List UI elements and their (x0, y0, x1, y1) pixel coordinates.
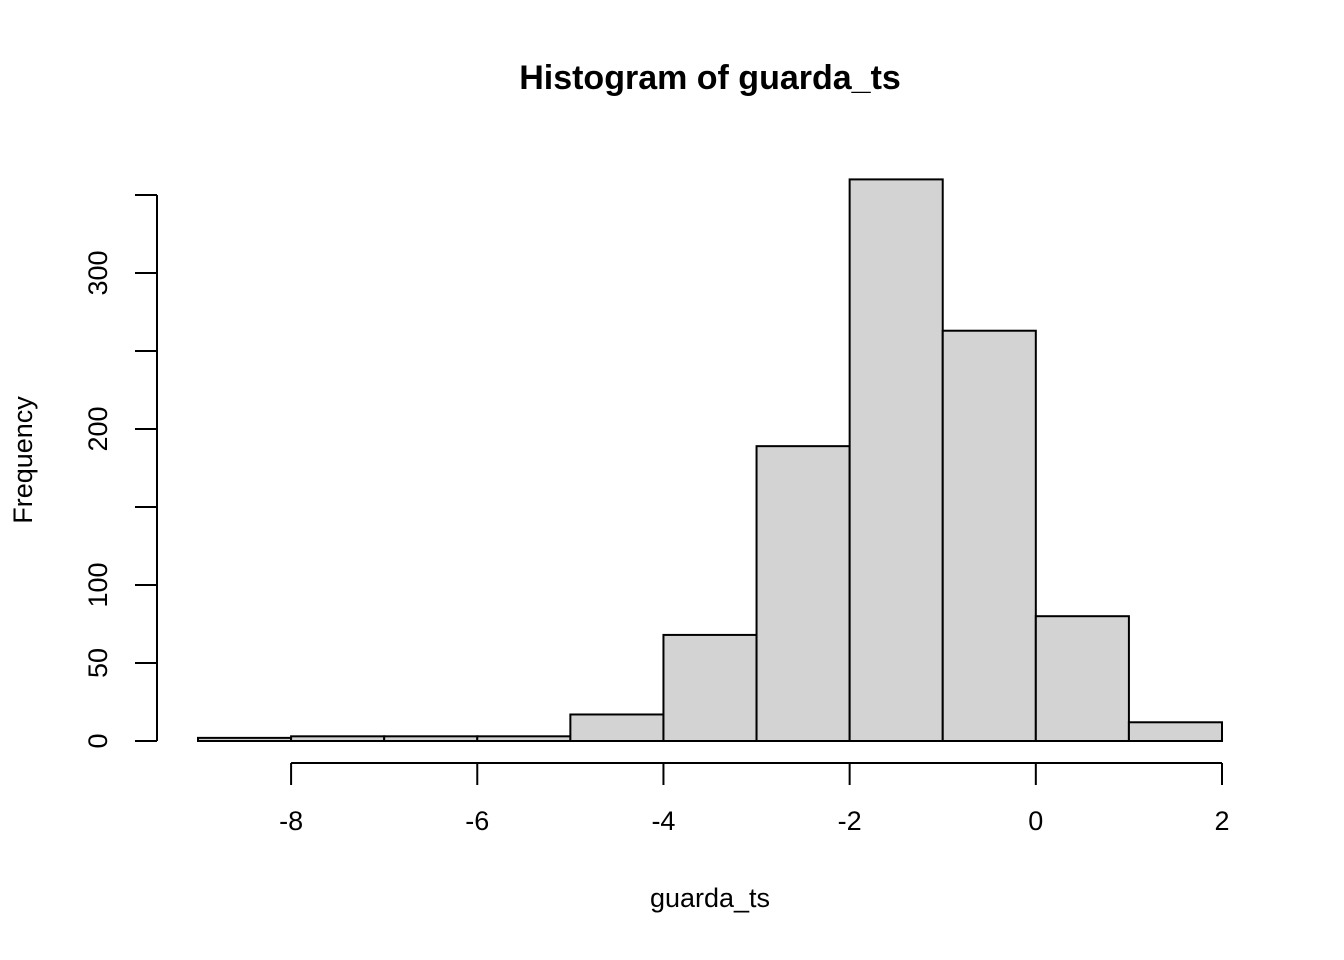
y-tick-label: 0 (83, 733, 113, 748)
x-tick-label: 2 (1214, 806, 1229, 836)
bar (383, 735, 479, 743)
bar (1034, 615, 1130, 743)
x-tick-label: -4 (651, 806, 675, 836)
y-tick-label: 50 (83, 648, 113, 678)
bar (755, 445, 851, 742)
bar (290, 735, 386, 743)
x-tick-label: -8 (279, 806, 303, 836)
bar (662, 633, 758, 742)
bar (476, 735, 572, 743)
bar (197, 736, 293, 743)
y-tick-label: 300 (83, 250, 113, 295)
bar (941, 329, 1037, 742)
chart-title: Histogram of guarda_ts (519, 59, 901, 97)
bar (1127, 721, 1223, 743)
bar (848, 178, 944, 742)
x-axis-label: guarda_ts (650, 883, 770, 913)
bar (569, 713, 665, 742)
y-tick-label: 100 (83, 562, 113, 607)
x-tick-label: -2 (838, 806, 862, 836)
x-tick-label: 0 (1028, 806, 1043, 836)
y-tick-label: 200 (83, 406, 113, 451)
y-axis-label: Frequency (8, 396, 38, 524)
x-tick-label: -6 (465, 806, 489, 836)
